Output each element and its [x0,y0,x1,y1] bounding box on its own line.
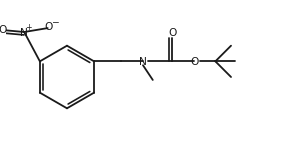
Text: O: O [191,57,199,67]
Text: O: O [0,25,7,35]
Text: N: N [20,28,28,38]
Text: O: O [168,28,177,38]
Text: −: − [51,17,59,26]
Text: +: + [25,23,32,32]
Text: N: N [139,57,147,67]
Text: O: O [44,22,53,32]
